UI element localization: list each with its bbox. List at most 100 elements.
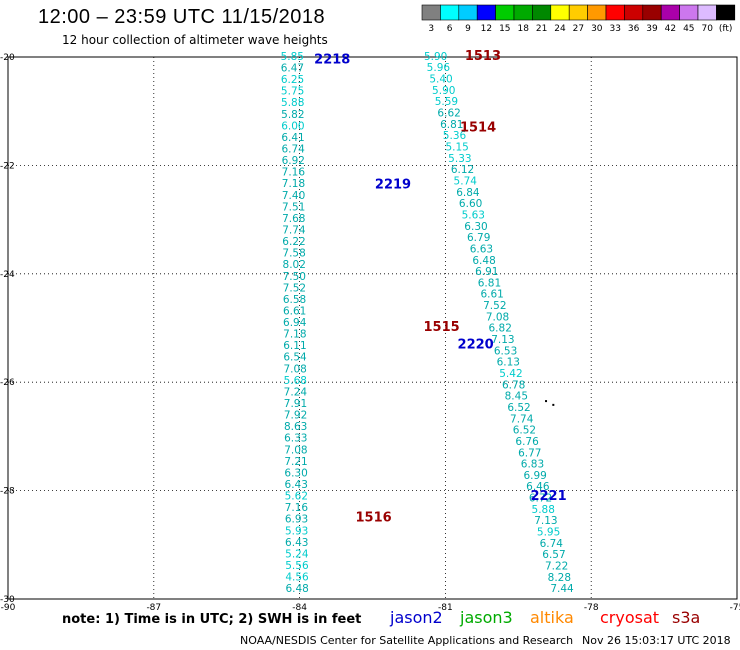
scale-swatch — [716, 4, 736, 21]
data-mark — [552, 403, 555, 406]
scale-label: 21 — [536, 24, 547, 34]
swh-value: 6.33 — [284, 433, 307, 445]
scale-swatch — [495, 4, 515, 21]
scale-swatch — [421, 4, 441, 21]
swh-value: 6.22 — [282, 236, 305, 248]
scale-swatch — [642, 4, 662, 21]
chart-subtitle: 12 hour collection of altimeter wave hei… — [62, 33, 328, 47]
scale-swatch — [550, 4, 570, 21]
swh-value: 5.59 — [435, 96, 458, 108]
swh-value: 6.78 — [502, 379, 525, 391]
swh-value: 6.52 — [507, 402, 530, 414]
swh-value: 5.42 — [499, 368, 522, 380]
swh-value: 6.63 — [470, 243, 493, 255]
legend-jason2: jason2 — [390, 608, 443, 627]
legend-cryosat: cryosat — [600, 608, 660, 627]
swh-value: 6.48 — [285, 583, 308, 595]
swh-value: 6.77 — [518, 447, 541, 459]
scale-swatch — [679, 4, 699, 21]
scale-swatch — [605, 4, 625, 21]
pass-label: 1514 — [460, 120, 496, 135]
x-tick-label: -81 — [438, 603, 453, 613]
scale-swatch — [532, 4, 552, 21]
swh-value: 7.08 — [486, 311, 509, 323]
y-tick-label: -20 — [0, 53, 15, 63]
scale-label: 15 — [499, 24, 510, 34]
swh-value: 7.16 — [285, 502, 309, 514]
swh-value: 6.00 — [281, 120, 304, 132]
swh-value: 7.08 — [283, 363, 306, 375]
scale-label: 70 — [701, 24, 713, 34]
swh-value: 6.84 — [456, 187, 480, 199]
swh-value: 5.90 — [424, 51, 447, 63]
scale-label: 45 — [683, 24, 694, 34]
scale-swatch — [440, 4, 460, 21]
pass-label: 2218 — [314, 53, 350, 68]
swh-value: 6.58 — [283, 294, 306, 306]
swh-value: 8.02 — [283, 259, 306, 271]
legend-jason3: jason3 — [460, 608, 513, 627]
swh-value: 7.22 — [545, 561, 568, 573]
swh-value: 7.58 — [282, 248, 305, 260]
pass-label: 2220 — [458, 337, 494, 352]
swh-value: 6.93 — [285, 514, 308, 526]
y-tick-label: -28 — [0, 487, 15, 497]
swh-value: 6.53 — [494, 345, 517, 357]
scale-label: 30 — [591, 24, 603, 34]
swh-value: 7.40 — [282, 190, 305, 202]
scale-swatch — [660, 4, 680, 21]
swh-value: 6.60 — [459, 198, 482, 210]
scale-label: 36 — [628, 24, 640, 34]
swh-value: 7.92 — [284, 410, 307, 422]
swh-value: 6.52 — [513, 425, 536, 437]
swh-value: 5.68 — [284, 375, 307, 387]
swh-value: 6.76 — [515, 436, 539, 448]
timestamp-text: Nov 26 15:03:17 UTC 2018 — [582, 634, 731, 647]
swh-value: 6.81 — [440, 119, 463, 131]
swh-value: 6.11 — [283, 340, 306, 352]
x-tick-label: -84 — [292, 603, 307, 613]
swh-value: 6.43 — [285, 537, 308, 549]
swh-value: 5.40 — [429, 74, 452, 86]
scale-label: 18 — [517, 24, 529, 34]
swh-value: 5.88 — [532, 504, 555, 516]
swh-value: 5.93 — [285, 525, 308, 537]
swh-value: 6.74 — [540, 538, 564, 550]
swh-value: 7.44 — [550, 583, 574, 595]
scale-swatch — [697, 4, 717, 21]
swh-value: 6.57 — [542, 549, 565, 561]
swh-value: 7.91 — [284, 398, 307, 410]
y-tick-label: -22 — [0, 161, 15, 171]
swh-value: 6.61 — [480, 289, 503, 301]
scale-swatch — [513, 4, 533, 21]
swh-value: 6.79 — [467, 232, 490, 244]
swh-value: 6.94 — [283, 317, 307, 329]
swh-value: 7.24 — [284, 386, 308, 398]
swh-value: 7.13 — [491, 334, 514, 346]
swh-value: 6.54 — [283, 352, 307, 364]
swh-value: 6.41 — [281, 132, 304, 144]
swh-value: 5.74 — [454, 175, 478, 187]
scale-label: 12 — [481, 24, 492, 34]
swh-value: 5.33 — [448, 153, 471, 165]
plot-frame — [7, 56, 738, 600]
pass-label: 2221 — [530, 489, 566, 504]
swh-value: 5.88 — [281, 97, 304, 109]
swh-value: 5.96 — [427, 62, 451, 74]
swh-value: 7.74 — [282, 224, 306, 236]
swh-value: 8.28 — [548, 572, 571, 584]
y-tick-label: -24 — [0, 270, 15, 280]
pass-label: 2219 — [375, 177, 411, 192]
swh-value: 6.43 — [285, 479, 308, 491]
swh-value: 4.56 — [285, 572, 309, 584]
swh-value: 7.18 — [283, 329, 306, 341]
swh-value: 6.25 — [281, 74, 304, 86]
swh-value: 6.47 — [281, 62, 304, 74]
swh-value: 7.68 — [282, 213, 305, 225]
swh-value: 6.61 — [283, 305, 306, 317]
swh-value: 7.74 — [510, 413, 534, 425]
swh-value: 5.95 — [537, 527, 560, 539]
swh-value: 7.52 — [283, 282, 306, 294]
